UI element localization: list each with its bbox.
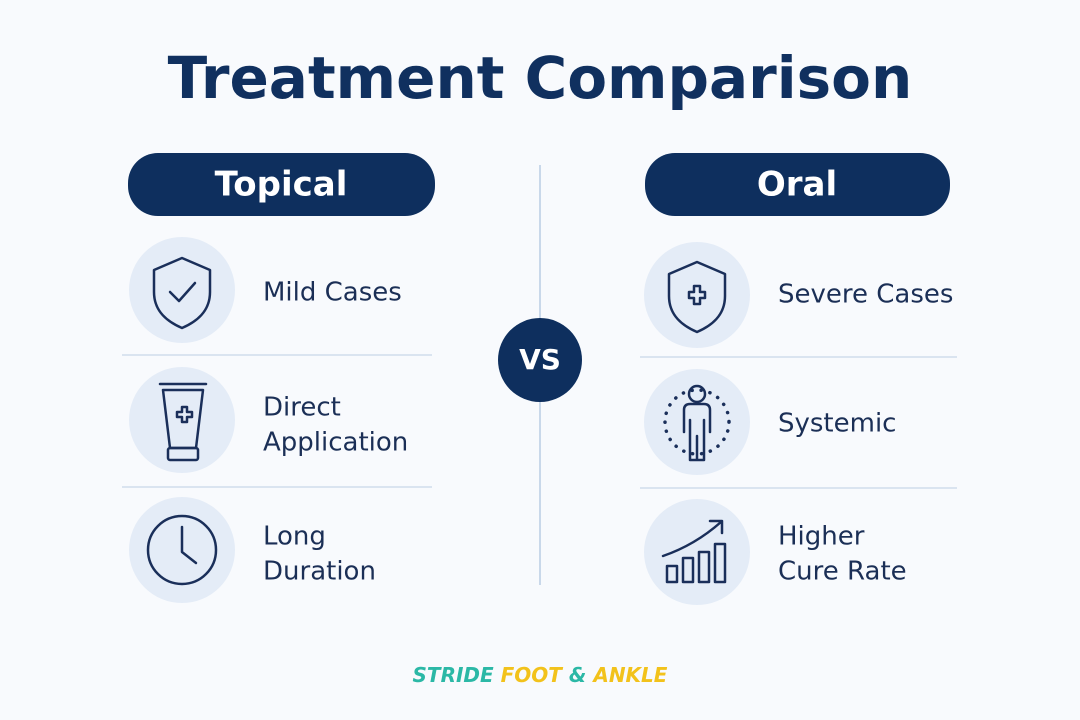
brand-part: ANKLE: [591, 663, 667, 687]
column-header: Oral: [757, 165, 837, 205]
icon-bubble: [644, 499, 750, 605]
shield-plus-icon: [667, 260, 727, 334]
growth-chart-icon: [661, 519, 727, 584]
brand: STRIDE FOOT & ANKLE: [413, 663, 668, 687]
clock-icon: [146, 514, 218, 586]
item-label: Cure Rate: [778, 557, 907, 587]
item-label: Mild Cases: [263, 278, 402, 308]
icon-bubble: [129, 237, 235, 343]
item-label: Duration: [263, 557, 376, 587]
item-label: Systemic: [778, 409, 896, 439]
item-label: Long: [263, 522, 326, 552]
item-label: Severe Cases: [778, 280, 953, 310]
person-icon: [663, 384, 731, 462]
item-label: Higher: [778, 522, 865, 552]
title: Treatment Comparison: [168, 44, 913, 112]
vs-badge: [498, 318, 582, 402]
icon-bubble: [644, 369, 750, 475]
item-label: Direct: [263, 393, 341, 423]
brand-part: STRIDE: [413, 663, 494, 687]
icon-bubble: [644, 242, 750, 348]
shield-check-icon: [152, 256, 212, 330]
brand-part: FOOT: [501, 663, 564, 687]
tube-icon: [158, 382, 208, 462]
vs-text: VS: [519, 343, 561, 376]
header-pill: [128, 153, 435, 216]
item-label: Application: [263, 428, 408, 458]
column-header: Topical: [215, 165, 348, 205]
brand-part: &: [569, 663, 586, 687]
header-pill: [645, 153, 950, 216]
